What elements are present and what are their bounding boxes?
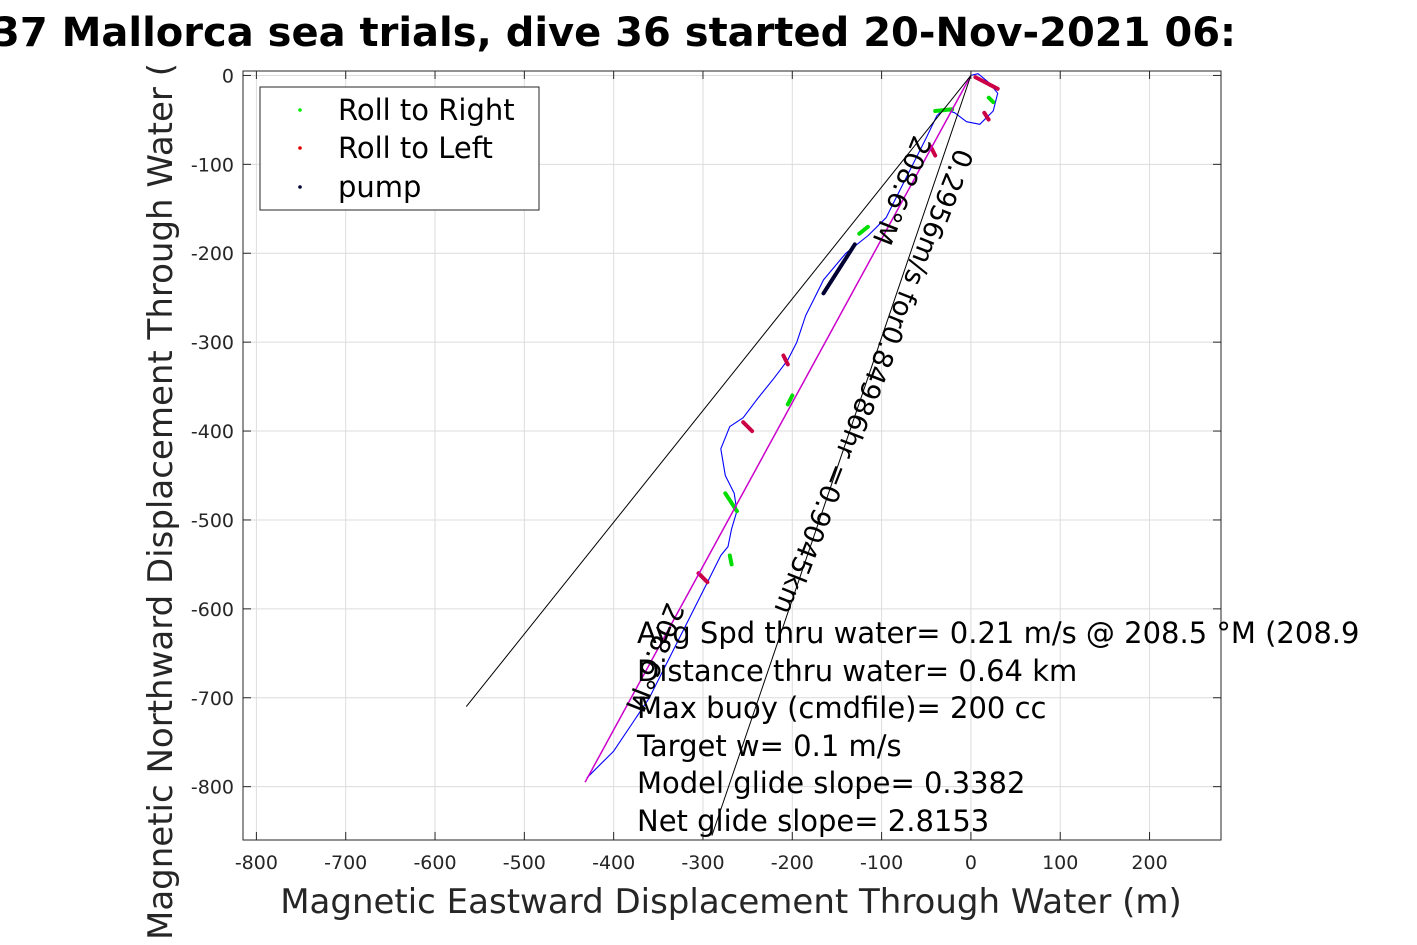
net-heading-line <box>584 75 972 783</box>
x-axis-label: Magnetic Eastward Displacement Through W… <box>280 882 1182 922</box>
stat-model-glide: Model glide slope= 0.3382 <box>637 766 1025 800</box>
roll-left-segment <box>781 353 790 367</box>
x-tick-label: -300 <box>681 852 724 874</box>
heading-wedge-right-line <box>711 75 972 836</box>
data-marks <box>465 73 1000 836</box>
legend-marker-roll-left <box>298 146 302 150</box>
legend-label-roll-left: Roll to Left <box>338 131 493 165</box>
roll-left-segment <box>696 571 710 585</box>
legend-label-roll-right: Roll to Right <box>338 93 515 127</box>
roll-right-segment <box>933 107 956 113</box>
x-tick-label: 200 <box>1131 852 1167 874</box>
roll-right-segment <box>857 224 871 236</box>
pump-segment <box>821 242 857 296</box>
legend-label-pump: pump <box>338 170 421 204</box>
y-tick-label: -500 <box>191 510 234 532</box>
stat-target-w: Target w= 0.1 m/s <box>636 729 902 763</box>
stats-block: Avg Spd thru water= 0.21 m/s @ 208.5 °M … <box>636 616 1359 838</box>
stat-avg-speed: Avg Spd thru water= 0.21 m/s @ 208.5 °M … <box>637 616 1359 650</box>
track-line <box>586 73 999 779</box>
y-axis-label: Magnetic Northward Displacement Through … <box>141 63 181 940</box>
y-tick-label: 0 <box>222 65 234 87</box>
x-tick-label: 0 <box>965 852 977 874</box>
legend: Roll to Right Roll to Left pump <box>259 86 540 211</box>
x-tick-label: -400 <box>592 852 635 874</box>
roll-right-segment <box>986 95 996 105</box>
y-tick-label: -400 <box>191 421 234 443</box>
axis-ticks: -800 -700 -600 -500 -400 -300 -200 -100 0 100 200 0… <box>191 65 1221 874</box>
roll-right-segment <box>785 393 795 407</box>
grid-lines <box>243 71 1221 840</box>
y-tick-label: -200 <box>191 243 234 265</box>
legend-marker-roll-right <box>298 108 302 112</box>
y-tick-label: -600 <box>191 599 234 621</box>
stat-net-glide: Net glide slope= 2.8153 <box>637 804 989 838</box>
y-tick-label: -700 <box>191 688 234 710</box>
stat-distance: Distance thru water= 0.64 km <box>637 654 1077 688</box>
x-tick-label: -200 <box>771 852 814 874</box>
chart-title: 37 Mallorca sea trials, dive 36 started … <box>0 10 1236 56</box>
x-tick-label: -600 <box>413 852 456 874</box>
x-tick-label: -700 <box>324 852 367 874</box>
heading-wedge-left-line <box>465 75 972 707</box>
roll-right-segment <box>727 553 734 567</box>
roll-left-segment <box>741 420 755 434</box>
x-tick-label: -800 <box>235 852 278 874</box>
x-tick-label: -500 <box>503 852 546 874</box>
roll-left-segment <box>973 75 1000 91</box>
legend-box <box>259 86 540 211</box>
legend-marker-pump <box>298 185 302 189</box>
stat-max-buoy: Max buoy (cmdfile)= 200 cc <box>637 691 1046 725</box>
x-tick-label: -100 <box>860 852 903 874</box>
roll-left-segment <box>982 110 991 122</box>
y-tick-label: -100 <box>191 154 234 176</box>
x-tick-label: 100 <box>1042 852 1078 874</box>
y-tick-label: -800 <box>191 777 234 799</box>
y-tick-label: -300 <box>191 332 234 354</box>
plot-frame <box>242 70 1222 841</box>
